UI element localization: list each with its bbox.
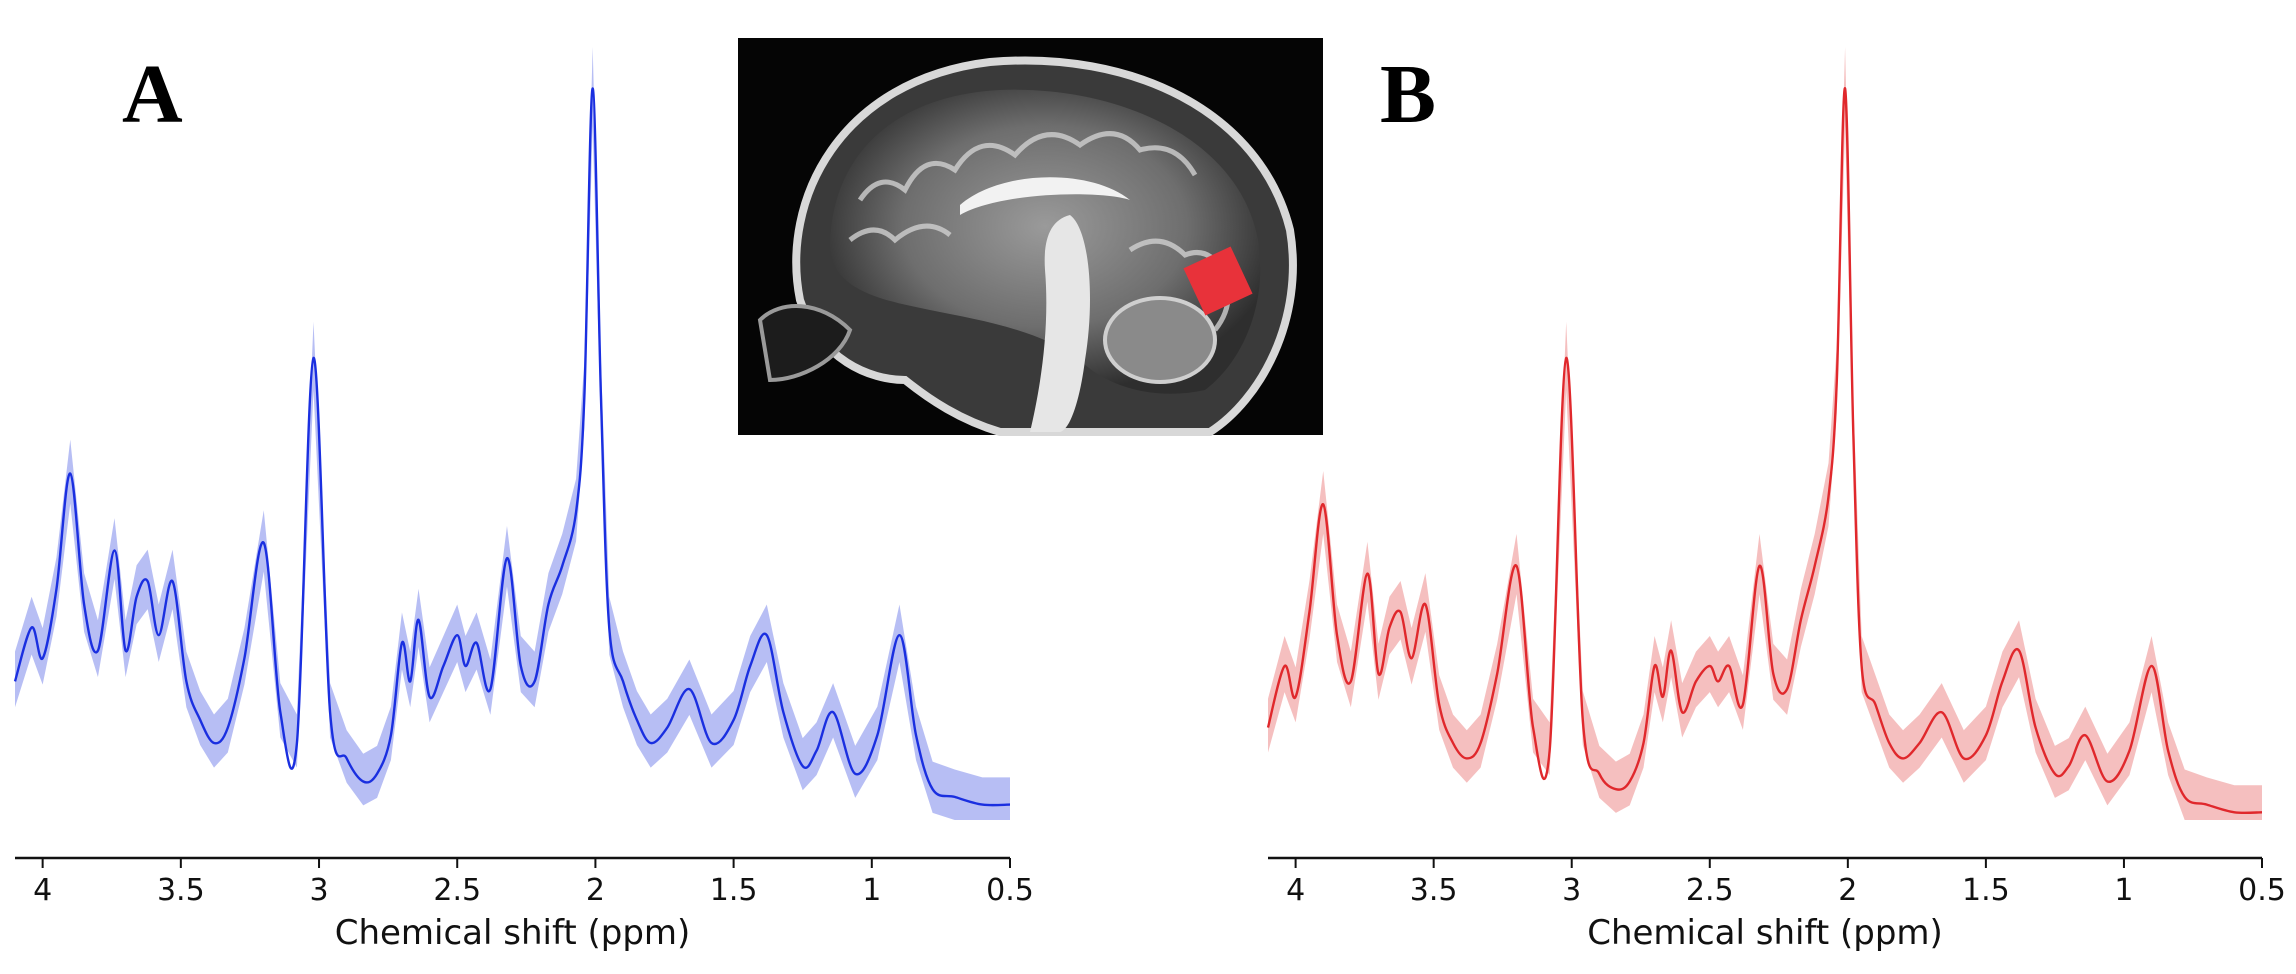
x-tick-label-a-3: 2.5 <box>433 873 481 908</box>
spectrum-a-mean-line <box>13 87 1011 807</box>
x-tick-label-a-5: 1.5 <box>710 873 758 908</box>
voxel-marker <box>1183 246 1253 316</box>
x-tick-label-a-0: 4 <box>33 873 52 908</box>
x-tick-label-a-7: 0.5 <box>986 873 1034 908</box>
x-tick-label-a-6: 1 <box>862 873 881 908</box>
x-axis-title-a: Chemical shift (ppm) <box>335 913 691 953</box>
x-tick-label-a-4: 2 <box>586 873 605 908</box>
mri-inset-image <box>738 38 1323 436</box>
spectrum-b-sd-band <box>1268 46 2262 821</box>
x-tick-label-b-6: 1 <box>2114 873 2133 908</box>
spectrum-plot-a: 4 3.5 3 2.5 2 1.5 1 0.5 Chemical shift (ppm) <box>13 46 1034 953</box>
panel-label-b: B <box>1380 48 1436 141</box>
x-axis-title-b: Chemical shift (ppm) <box>1587 913 1943 953</box>
x-tick-label-b-2: 3 <box>1562 873 1581 908</box>
spectrum-a-sd-band <box>15 46 1010 821</box>
x-tick-label-b-1: 3.5 <box>1410 873 1458 908</box>
panel-label-a: A <box>122 48 183 141</box>
x-tick-label-b-4: 2 <box>1838 873 1857 908</box>
spectrum-b-mean-line <box>1266 87 2263 815</box>
x-tick-label-b-3: 2.5 <box>1686 873 1734 908</box>
x-tick-label-a-2: 3 <box>309 873 328 908</box>
spectrum-plot-b: 4 3.5 3 2.5 2 1.5 1 0.5 Chemical shift (ppm) <box>1266 46 2286 953</box>
x-tick-label-a-1: 3.5 <box>157 873 205 908</box>
x-tick-label-b-0: 4 <box>1286 873 1305 908</box>
x-tick-label-b-5: 1.5 <box>1962 873 2010 908</box>
x-tick-label-b-7: 0.5 <box>2238 873 2286 908</box>
